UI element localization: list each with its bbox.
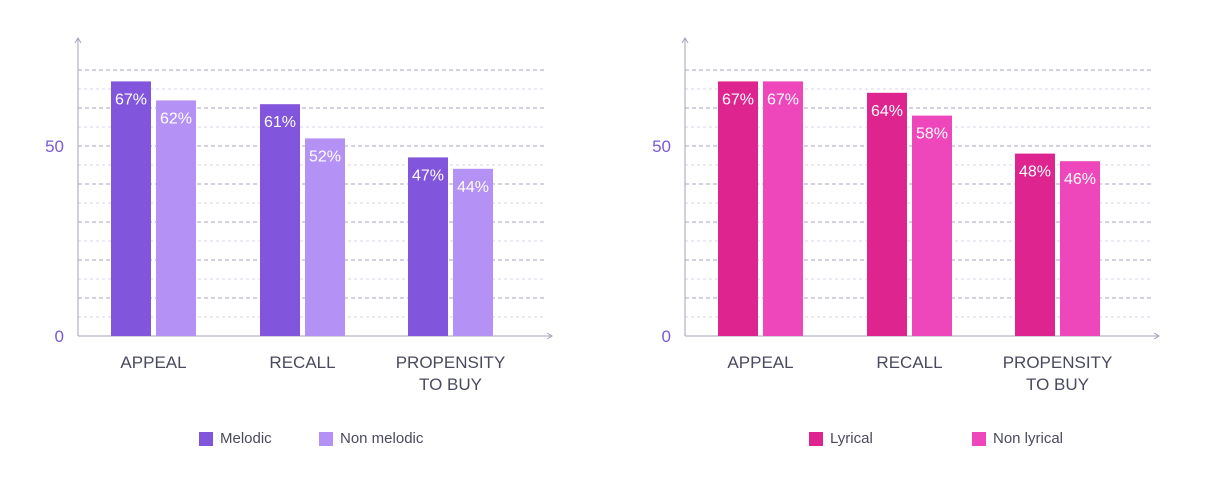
lyrical-chart: 0 50 67% 67% APPEAL 64% 58% RECALL 48% 46% PROPENS…	[652, 37, 1160, 394]
x-tick-label: RECALL	[269, 353, 335, 372]
bar-value-label: 44%	[457, 179, 489, 196]
legend-swatch-non-lyrical	[972, 431, 986, 446]
y-tick-label: 50	[652, 137, 671, 156]
bar-value-label: 47%	[412, 167, 444, 184]
legend-item-melodic: Melodic	[199, 430, 272, 447]
bar-value-label: 61%	[264, 114, 296, 131]
x-tick-label: PROPENSITY	[1003, 353, 1113, 372]
bar-non-lyrical-appeal	[763, 81, 803, 337]
bar-value-label: 48%	[1019, 164, 1051, 181]
legend-item-non-melodic: Non melodic	[319, 430, 423, 447]
bar-melodic-appeal	[111, 81, 151, 337]
bar-lyrical-appeal	[718, 81, 758, 337]
x-tick-label: APPEAL	[727, 353, 793, 372]
bar-value-label: 67%	[767, 91, 799, 108]
bar-value-label: 62%	[160, 110, 192, 127]
x-tick-label: TO BUY	[1026, 375, 1089, 394]
x-axis-arrow	[546, 332, 553, 340]
melodic-chart-panel: 0 50 67% 62% APPEAL 61% 52% RECALL 47% 44% PROPENS…	[0, 0, 607, 495]
bar-value-label: 67%	[115, 91, 147, 108]
y-tick-label: 0	[55, 327, 64, 346]
x-tick-label: RECALL	[876, 353, 942, 372]
y-tick-label: 0	[662, 327, 671, 346]
legend-label-lyrical: Lyrical	[830, 430, 873, 447]
x-tick-label: APPEAL	[120, 353, 186, 372]
x-axis-arrow	[1153, 332, 1160, 340]
bar-value-label: 67%	[722, 91, 754, 108]
bar-non-melodic-appeal	[156, 100, 196, 337]
bar-lyrical-recall	[867, 92, 907, 336]
bar-value-label: 64%	[871, 103, 903, 120]
legend-item-lyrical: Lyrical	[809, 430, 873, 447]
x-tick-label: PROPENSITY	[396, 353, 506, 372]
bar-non-melodic-propensity-to-buy	[453, 168, 493, 336]
bar-lyrical-propensity-to-buy	[1015, 153, 1055, 336]
legend-swatch-lyrical	[809, 431, 823, 446]
legend-swatch-melodic	[199, 431, 213, 446]
melodic-chart: 0 50 67% 62% APPEAL 61% 52% RECALL 47% 44% PROPENS…	[45, 37, 553, 394]
legend-label-melodic: Melodic	[220, 430, 272, 447]
legend-swatch-non-melodic	[319, 431, 333, 446]
bar-value-label: 58%	[916, 126, 948, 143]
legend-label-non-melodic: Non melodic	[340, 430, 424, 447]
x-tick-label: TO BUY	[419, 375, 482, 394]
legend-label-non-lyrical: Non lyrical	[993, 430, 1064, 447]
bar-non-lyrical-recall	[912, 115, 952, 336]
bar-non-melodic-recall	[305, 138, 345, 336]
bar-melodic-recall	[260, 104, 300, 336]
lyrical-chart-panel: 0 50 67% 67% APPEAL 64% 58% RECALL 48% 46% PROPENS…	[607, 0, 1214, 495]
y-axis-arrow	[74, 37, 82, 44]
bar-melodic-propensity-to-buy	[408, 157, 448, 336]
bar-value-label: 52%	[309, 148, 341, 165]
bar-non-lyrical-propensity-to-buy	[1060, 161, 1100, 336]
y-axis-arrow	[681, 37, 689, 44]
y-tick-label: 50	[45, 137, 64, 156]
legend-item-non-lyrical: Non lyrical	[972, 430, 1063, 447]
bar-value-label: 46%	[1064, 171, 1096, 188]
